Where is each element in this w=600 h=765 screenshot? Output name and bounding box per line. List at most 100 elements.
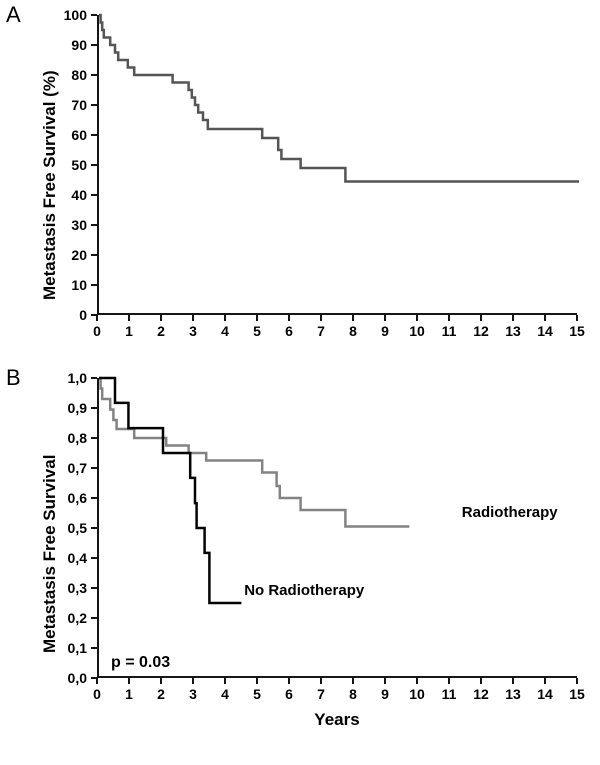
x-tick-mark bbox=[480, 315, 482, 321]
y-tick-label: 1,0 bbox=[57, 370, 87, 386]
y-tick-mark bbox=[91, 74, 97, 76]
y-tick-mark bbox=[91, 497, 97, 499]
x-tick-label: 2 bbox=[149, 323, 173, 339]
y-tick-mark bbox=[91, 647, 97, 649]
figure: A Metastasis Free Survival (%) 010203040… bbox=[0, 0, 600, 765]
y-tick-mark bbox=[91, 437, 97, 439]
x-tick-label: 5 bbox=[245, 686, 269, 702]
p-value: p = 0.03 bbox=[111, 654, 170, 672]
x-tick-mark bbox=[192, 315, 194, 321]
y-tick-label: 0,1 bbox=[57, 640, 87, 656]
x-tick-label: 15 bbox=[565, 686, 589, 702]
y-tick-label: 0,8 bbox=[57, 430, 87, 446]
y-tick-mark bbox=[91, 254, 97, 256]
y-tick-label: 0 bbox=[57, 307, 87, 323]
x-tick-mark bbox=[448, 315, 450, 321]
x-tick-mark bbox=[192, 678, 194, 684]
x-tick-label: 0 bbox=[85, 686, 109, 702]
x-tick-mark bbox=[96, 678, 98, 684]
x-tick-mark bbox=[576, 678, 578, 684]
panel-a-plot-area bbox=[97, 15, 577, 315]
y-tick-mark bbox=[91, 617, 97, 619]
series-no-radiotherapy bbox=[99, 378, 241, 603]
x-tick-label: 1 bbox=[117, 686, 141, 702]
x-tick-label: 3 bbox=[181, 686, 205, 702]
x-tick-label: 15 bbox=[565, 323, 589, 339]
y-tick-mark bbox=[91, 104, 97, 106]
x-tick-mark bbox=[576, 315, 578, 321]
y-tick-mark bbox=[91, 44, 97, 46]
x-tick-label: 12 bbox=[469, 323, 493, 339]
x-tick-label: 13 bbox=[501, 323, 525, 339]
panel-b-svg bbox=[99, 378, 579, 678]
x-tick-mark bbox=[256, 678, 258, 684]
y-tick-mark bbox=[91, 224, 97, 226]
y-tick-mark bbox=[91, 467, 97, 469]
x-tick-label: 2 bbox=[149, 686, 173, 702]
x-tick-label: 11 bbox=[437, 686, 461, 702]
series-label: No Radiotherapy bbox=[244, 582, 364, 599]
x-tick-mark bbox=[448, 678, 450, 684]
y-tick-label: 60 bbox=[57, 127, 87, 143]
x-tick-mark bbox=[160, 315, 162, 321]
x-tick-mark bbox=[384, 315, 386, 321]
panel-letter-b: B bbox=[6, 365, 21, 391]
x-tick-label: 13 bbox=[501, 686, 525, 702]
y-tick-label: 0,9 bbox=[57, 400, 87, 416]
x-tick-mark bbox=[320, 678, 322, 684]
x-tick-label: 4 bbox=[213, 686, 237, 702]
y-tick-label: 10 bbox=[57, 277, 87, 293]
x-tick-mark bbox=[512, 315, 514, 321]
x-tick-label: 14 bbox=[533, 686, 557, 702]
y-tick-label: 0,7 bbox=[57, 460, 87, 476]
y-tick-mark bbox=[91, 284, 97, 286]
x-tick-mark bbox=[544, 678, 546, 684]
y-tick-mark bbox=[91, 407, 97, 409]
x-tick-label: 3 bbox=[181, 323, 205, 339]
x-tick-mark bbox=[160, 678, 162, 684]
y-tick-label: 20 bbox=[57, 247, 87, 263]
y-tick-label: 70 bbox=[57, 97, 87, 113]
y-tick-label: 0,4 bbox=[57, 550, 87, 566]
x-tick-label: 6 bbox=[277, 323, 301, 339]
y-tick-label: 100 bbox=[57, 7, 87, 23]
y-tick-mark bbox=[91, 527, 97, 529]
x-tick-mark bbox=[416, 678, 418, 684]
y-tick-label: 50 bbox=[57, 157, 87, 173]
x-tick-mark bbox=[224, 315, 226, 321]
x-tick-mark bbox=[480, 678, 482, 684]
x-tick-label: 8 bbox=[341, 323, 365, 339]
y-tick-label: 0,5 bbox=[57, 520, 87, 536]
y-tick-label: 0,0 bbox=[57, 670, 87, 686]
x-tick-mark bbox=[128, 678, 130, 684]
x-tick-mark bbox=[224, 678, 226, 684]
y-tick-mark bbox=[91, 377, 97, 379]
y-tick-label: 0,3 bbox=[57, 580, 87, 596]
y-tick-label: 30 bbox=[57, 217, 87, 233]
x-tick-label: 10 bbox=[405, 686, 429, 702]
x-tick-label: 7 bbox=[309, 323, 333, 339]
y-tick-label: 0,6 bbox=[57, 490, 87, 506]
panel-a-svg bbox=[99, 15, 579, 315]
x-tick-label: 9 bbox=[373, 686, 397, 702]
y-tick-mark bbox=[91, 557, 97, 559]
x-tick-label: 14 bbox=[533, 323, 557, 339]
x-tick-label: 1 bbox=[117, 323, 141, 339]
x-tick-mark bbox=[384, 678, 386, 684]
x-tick-mark bbox=[544, 315, 546, 321]
panel-a: Metastasis Free Survival (%) 01020304050… bbox=[35, 10, 590, 350]
x-tick-label: 7 bbox=[309, 686, 333, 702]
x-tick-mark bbox=[288, 678, 290, 684]
x-tick-mark bbox=[288, 315, 290, 321]
panel-letter-a: A bbox=[6, 2, 21, 28]
panel-b-x-label: Years bbox=[97, 710, 577, 730]
x-tick-label: 6 bbox=[277, 686, 301, 702]
x-tick-mark bbox=[256, 315, 258, 321]
y-tick-mark bbox=[91, 194, 97, 196]
x-tick-mark bbox=[416, 315, 418, 321]
x-tick-label: 8 bbox=[341, 686, 365, 702]
x-tick-mark bbox=[352, 315, 354, 321]
y-tick-label: 80 bbox=[57, 67, 87, 83]
y-tick-label: 0,2 bbox=[57, 610, 87, 626]
x-tick-label: 4 bbox=[213, 323, 237, 339]
